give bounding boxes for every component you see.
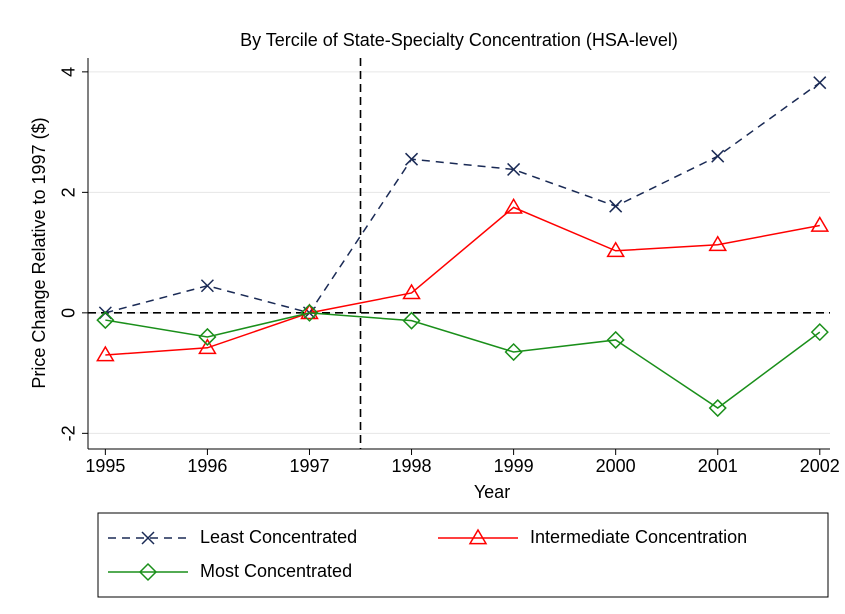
x-tick-label: 2002 (800, 456, 840, 476)
x-tick-label: 1997 (289, 456, 329, 476)
marker (609, 199, 623, 213)
marker (606, 241, 625, 258)
legend-marker (138, 562, 158, 582)
legend-label: Intermediate Concentration (530, 527, 747, 547)
legend-label: Least Concentrated (200, 527, 357, 547)
y-axis-label: Price Change Relative to 1997 ($) (29, 117, 49, 388)
legend-marker (468, 528, 488, 545)
y-tick-label: 0 (59, 308, 79, 318)
x-tick-label: 1998 (392, 456, 432, 476)
marker (198, 338, 217, 355)
marker (96, 345, 115, 362)
y-tick-label: 2 (59, 187, 79, 197)
series-line (105, 312, 821, 409)
legend-label: Most Concentrated (200, 561, 352, 581)
x-tick-label: 1996 (187, 456, 227, 476)
y-tick-label: -2 (59, 425, 79, 441)
x-tick-label: 1999 (494, 456, 534, 476)
marker (405, 152, 419, 166)
marker (708, 398, 727, 418)
legend-marker (141, 531, 155, 545)
x-tick-label: 1995 (85, 456, 125, 476)
marker (810, 323, 829, 342)
marker (711, 149, 725, 163)
marker (96, 311, 115, 330)
marker (504, 197, 523, 214)
series-line (105, 82, 821, 314)
marker (198, 327, 217, 347)
marker (810, 216, 830, 232)
x-tick-label: 2001 (698, 456, 738, 476)
marker (300, 303, 319, 320)
x-axis-label: Year (474, 482, 510, 502)
y-tick-label: 4 (59, 67, 79, 77)
series-line (105, 206, 820, 356)
marker (507, 162, 521, 176)
x-tick-label: 2000 (596, 456, 636, 476)
legend-box (97, 512, 829, 598)
marker (402, 283, 421, 300)
marker (402, 311, 421, 330)
marker (504, 342, 523, 362)
marker (813, 76, 827, 90)
marker (200, 279, 214, 293)
marker (606, 330, 625, 350)
marker (708, 235, 728, 252)
marker (300, 303, 319, 322)
chart-title: By Tercile of State-Specialty Concentrat… (240, 30, 678, 50)
